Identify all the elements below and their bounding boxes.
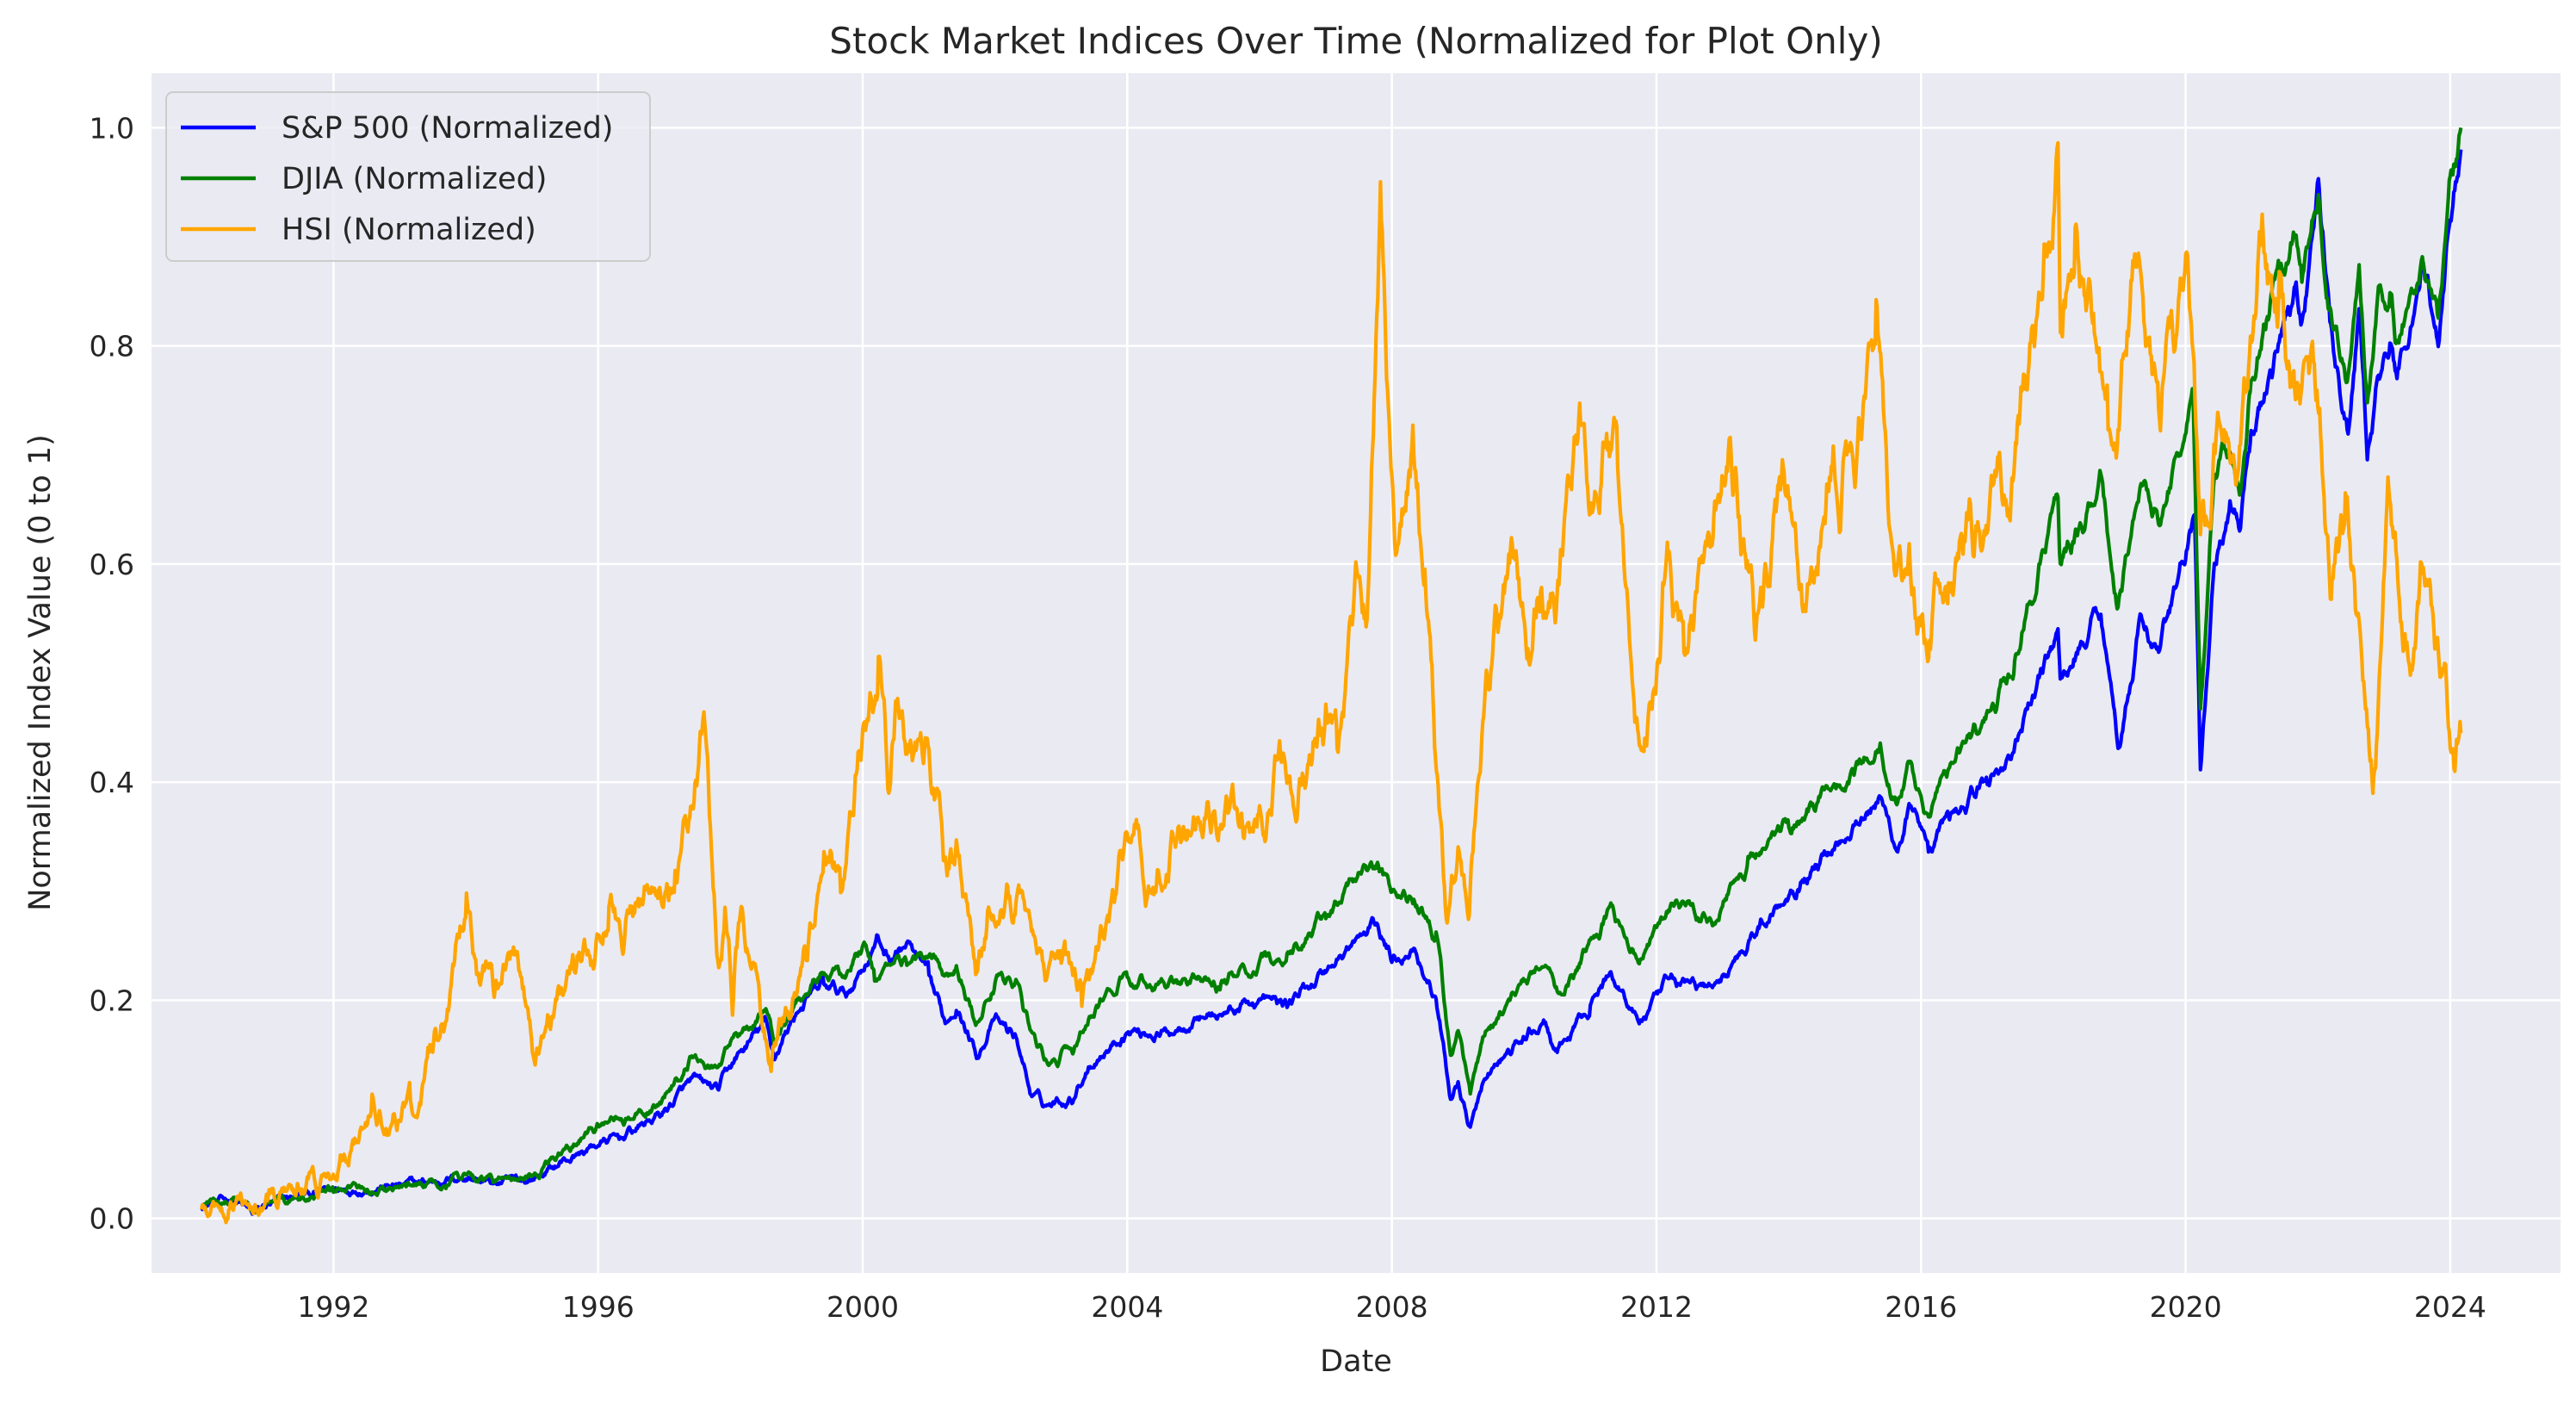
x-tick-label: 2016 [1885, 1290, 1957, 1324]
legend-items: S&P 500 (Normalized) DJIA (Normalized) HSI… [181, 111, 613, 247]
x-tick-label: 2004 [1091, 1290, 1163, 1324]
x-tick-label: 1996 [562, 1290, 635, 1324]
legend-box [165, 91, 651, 262]
x-tick-labels: 1992 1996 2000 2004 2008 2012 2016 2020 2024 [297, 1290, 2486, 1324]
plot-area [152, 73, 2561, 1273]
x-tick-label: 2012 [1620, 1290, 1693, 1324]
x-tick-label: 1992 [297, 1290, 369, 1324]
series-line-0 [200, 149, 2463, 1216]
series-lines [200, 127, 2463, 1225]
y-axis-label: Normalized Index Value (0 to 1) [23, 434, 58, 911]
x-tick-label: 2008 [1356, 1290, 1428, 1324]
legend-label: S&P 500 (Normalized) [282, 111, 613, 146]
x-tick-label: 2000 [827, 1290, 899, 1324]
x-tick-label: 2024 [2414, 1290, 2486, 1324]
legend-label: DJIA (Normalized) [282, 162, 547, 196]
y-tick-label: 0.4 [90, 766, 134, 799]
grid-lines [152, 73, 2561, 1273]
y-tick-label: 1.0 [90, 111, 134, 145]
legend-label: HSI (Normalized) [282, 213, 536, 247]
chart-title: Stock Market Indices Over Time (Normaliz… [829, 20, 1882, 62]
y-tick-label: 0.8 [90, 330, 134, 363]
x-tick-label: 2020 [2150, 1290, 2222, 1324]
y-tick-label: 0.0 [90, 1202, 134, 1236]
y-tick-label: 0.6 [90, 548, 134, 581]
series-line-2 [200, 140, 2463, 1225]
y-tick-labels: 0.0 0.2 0.4 0.6 0.8 1.0 [90, 111, 134, 1235]
y-tick-label: 0.2 [90, 984, 134, 1017]
series-line-1 [200, 127, 2463, 1215]
x-axis-label: Date [1320, 1344, 1392, 1379]
legend: S&P 500 (Normalized) DJIA (Normalized) HSI… [165, 91, 651, 262]
